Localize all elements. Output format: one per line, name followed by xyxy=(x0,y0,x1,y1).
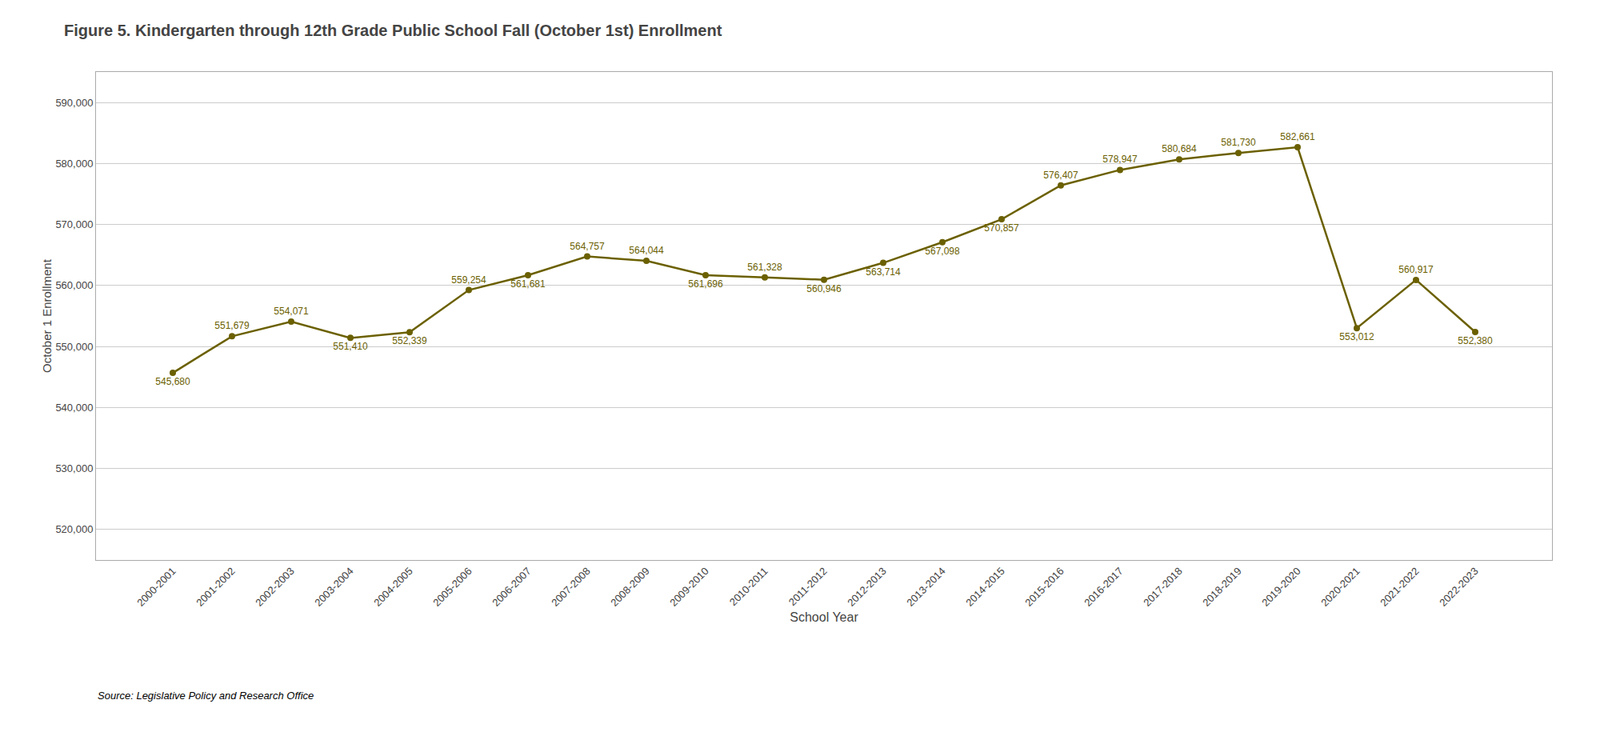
svg-text:570,857: 570,857 xyxy=(984,222,1020,234)
svg-text:2014-2015: 2014-2015 xyxy=(963,564,1008,609)
svg-text:2007-2008: 2007-2008 xyxy=(548,564,593,609)
svg-text:2020-2021: 2020-2021 xyxy=(1318,564,1363,609)
svg-text:576,407: 576,407 xyxy=(1043,169,1079,181)
svg-text:560,000: 560,000 xyxy=(55,279,93,292)
svg-text:545,680: 545,680 xyxy=(155,376,191,388)
svg-text:561,681: 561,681 xyxy=(510,278,546,290)
svg-text:2017-2018: 2017-2018 xyxy=(1140,564,1185,609)
svg-text:551,679: 551,679 xyxy=(214,320,250,332)
svg-text:520,000: 520,000 xyxy=(55,523,93,536)
svg-text:530,000: 530,000 xyxy=(55,462,93,475)
svg-text:551,410: 551,410 xyxy=(332,340,368,352)
svg-text:Source: Legislative Policy and: Source: Legislative Policy and Research … xyxy=(97,689,314,702)
svg-text:2011-2012: 2011-2012 xyxy=(786,564,830,608)
svg-text:2004-2005: 2004-2005 xyxy=(371,564,416,609)
svg-text:560,946: 560,946 xyxy=(806,283,842,295)
svg-text:561,696: 561,696 xyxy=(688,278,724,290)
svg-text:School Year: School Year xyxy=(789,610,859,624)
svg-text:2016-2017: 2016-2017 xyxy=(1081,564,1126,609)
svg-text:2012-2013: 2012-2013 xyxy=(844,564,889,609)
svg-text:553,012: 553,012 xyxy=(1339,331,1375,343)
svg-text:2010-2011: 2010-2011 xyxy=(727,564,771,608)
svg-text:552,380: 552,380 xyxy=(1457,335,1493,347)
svg-text:590,000: 590,000 xyxy=(55,96,93,109)
svg-text:580,684: 580,684 xyxy=(1161,143,1197,155)
svg-text:2015-2016: 2015-2016 xyxy=(1022,564,1067,609)
svg-text:2022-2023: 2022-2023 xyxy=(1436,564,1481,609)
svg-text:564,757: 564,757 xyxy=(569,240,605,252)
svg-text:552,339: 552,339 xyxy=(392,335,428,347)
svg-text:October 1 Enrollment: October 1 Enrollment xyxy=(40,258,54,373)
svg-text:2005-2006: 2005-2006 xyxy=(430,564,475,609)
svg-text:2021-2022: 2021-2022 xyxy=(1377,564,1422,609)
svg-text:540,000: 540,000 xyxy=(55,401,93,414)
svg-text:563,714: 563,714 xyxy=(865,266,901,278)
svg-text:2003-2004: 2003-2004 xyxy=(312,564,356,609)
svg-text:580,000: 580,000 xyxy=(55,157,93,170)
svg-text:2006-2007: 2006-2007 xyxy=(489,564,534,609)
svg-text:Figure 5. Kindergarten through: Figure 5. Kindergarten through 12th Grad… xyxy=(64,21,723,40)
svg-text:2019-2020: 2019-2020 xyxy=(1259,564,1304,609)
svg-text:570,000: 570,000 xyxy=(55,218,93,231)
svg-text:559,254: 559,254 xyxy=(451,274,487,286)
svg-text:560,917: 560,917 xyxy=(1398,264,1434,276)
svg-text:561,328: 561,328 xyxy=(747,261,783,273)
svg-text:2000-2001: 2000-2001 xyxy=(134,564,179,609)
svg-text:2002-2003: 2002-2003 xyxy=(252,564,297,609)
svg-text:2018-2019: 2018-2019 xyxy=(1200,564,1244,609)
svg-text:554,071: 554,071 xyxy=(273,305,309,317)
svg-text:582,661: 582,661 xyxy=(1280,131,1316,143)
svg-text:564,044: 564,044 xyxy=(628,244,664,256)
svg-text:2001-2002: 2001-2002 xyxy=(193,564,238,609)
svg-text:581,730: 581,730 xyxy=(1220,136,1256,148)
svg-text:578,947: 578,947 xyxy=(1102,153,1138,165)
svg-text:550,000: 550,000 xyxy=(55,340,93,353)
svg-text:567,098: 567,098 xyxy=(924,245,960,257)
svg-text:2009-2010: 2009-2010 xyxy=(667,564,712,609)
svg-text:2008-2009: 2008-2009 xyxy=(608,564,652,609)
svg-text:2013-2014: 2013-2014 xyxy=(904,564,948,609)
